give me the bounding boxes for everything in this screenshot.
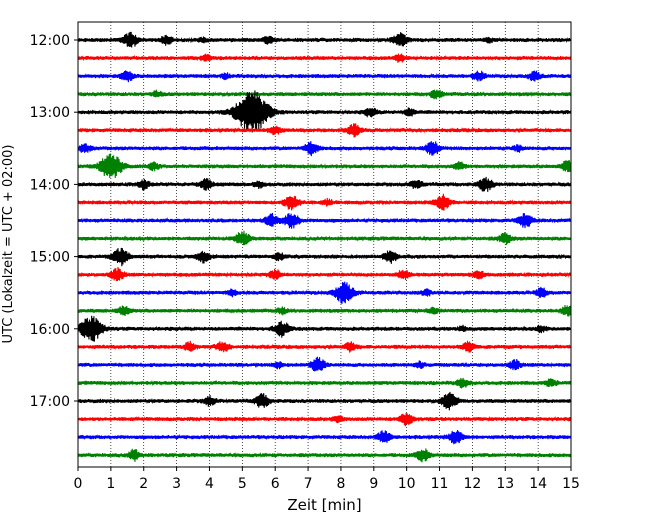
x-tick-label: 4 xyxy=(205,476,214,492)
trace-1730 xyxy=(77,430,572,445)
x-tick-label: 9 xyxy=(369,476,378,492)
y-axis: 12:00 13:00 14:00 15:00 16:00 17:00 xyxy=(30,33,78,410)
trace-1315 xyxy=(77,123,572,138)
y-tick-label: 15:00 xyxy=(30,250,70,266)
trace-1415 xyxy=(77,193,572,211)
trace-1215 xyxy=(77,53,572,63)
y-tick-label: 16:00 xyxy=(30,322,70,338)
trace-1345 xyxy=(77,153,572,179)
minute-grid xyxy=(110,22,539,467)
trace-1230 xyxy=(77,70,572,83)
x-tick-label: 7 xyxy=(304,476,313,492)
trace-1515 xyxy=(77,266,572,282)
trace-1530 xyxy=(77,281,572,304)
trace-1330 xyxy=(77,141,572,157)
trace-1645 xyxy=(77,377,572,389)
x-tick-label: 1 xyxy=(106,476,115,492)
x-tick-label: 14 xyxy=(529,476,547,492)
trace-1500 xyxy=(77,247,572,267)
x-tick-label: 13 xyxy=(496,476,514,492)
x-tick-label: 6 xyxy=(271,476,280,492)
x-tick-label: 5 xyxy=(238,476,247,492)
seismogram-traces xyxy=(77,31,572,463)
trace-1615 xyxy=(77,340,572,353)
trace-1700 xyxy=(77,391,572,411)
trace-1630 xyxy=(77,356,572,372)
x-axis-label: Zeit [min] xyxy=(287,496,361,514)
trace-1245 xyxy=(77,89,572,100)
trace-1445 xyxy=(77,230,572,246)
trace-1545 xyxy=(77,305,572,317)
trace-1715 xyxy=(77,412,572,427)
x-tick-label: 2 xyxy=(139,476,148,492)
trace-1400 xyxy=(77,176,572,192)
trace-1200 xyxy=(77,31,572,48)
x-tick-label: 12 xyxy=(463,476,481,492)
x-tick-label: 10 xyxy=(398,476,416,492)
x-tick-label: 3 xyxy=(172,476,181,492)
trace-1300 xyxy=(77,90,572,133)
y-tick-label: 13:00 xyxy=(30,105,70,121)
trace-1745 xyxy=(77,448,572,463)
trace-1430 xyxy=(77,212,572,229)
x-tick-label: 0 xyxy=(74,476,83,492)
y-axis-label: UTC (Lokalzeit = UTC + 02:00) xyxy=(1,145,16,344)
plot-frame xyxy=(77,21,572,468)
y-tick-label: 12:00 xyxy=(30,33,70,49)
y-tick-label: 14:00 xyxy=(30,177,70,193)
x-tick-label: 8 xyxy=(336,476,345,492)
trace-1600 xyxy=(77,315,572,342)
x-tick-label: 11 xyxy=(431,476,449,492)
x-axis: 0 1 2 3 4 5 6 7 8 9 10 11 12 13 14 15 xyxy=(74,467,580,492)
x-tick-label: 15 xyxy=(562,476,580,492)
y-tick-label: 17:00 xyxy=(30,394,70,410)
